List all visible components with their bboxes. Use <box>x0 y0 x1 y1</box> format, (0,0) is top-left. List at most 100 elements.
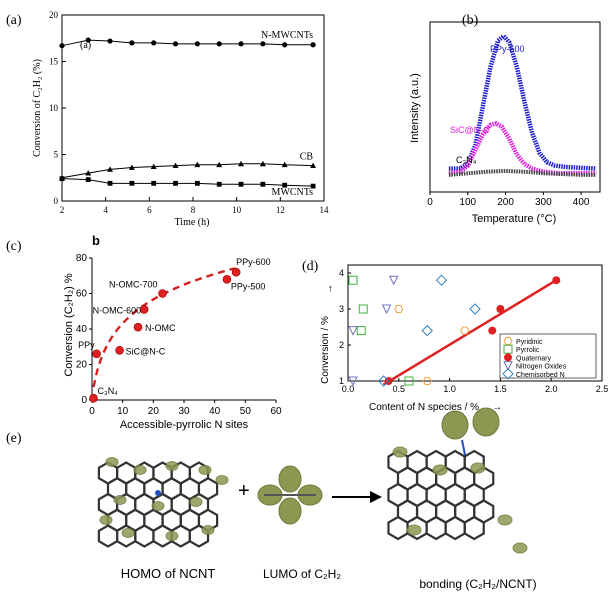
chart-c-xtick-label: 20 <box>148 406 160 417</box>
bonding-orbital-lobe <box>441 410 469 440</box>
bonding-orbital-lobe <box>470 462 486 474</box>
homo-orbital-lobe <box>121 528 135 538</box>
hex-lattice-cell <box>387 515 409 541</box>
bonding-orbital-lobe <box>392 446 408 458</box>
chart-c-ytick-label: 20 <box>76 360 88 371</box>
chart-a-xtick-label: 12 <box>276 205 285 215</box>
chart-a-point <box>107 38 113 44</box>
bonding-orbital-lobe <box>512 542 528 554</box>
chart-a-ylabel: Conversion of C₂H₂ (%) <box>32 59 43 157</box>
chart-c-xtick-label: 40 <box>209 406 221 417</box>
chart-b-xtick-label: 100 <box>459 197 476 208</box>
panel-e-tag: (e) <box>6 431 22 446</box>
chart-d-point <box>496 305 505 313</box>
chart-a-point <box>259 160 266 167</box>
chart-a-point <box>85 37 91 43</box>
chart-d-xlabel: Content of N species / % <box>369 402 479 413</box>
chart-c-point-label: PPy-500 <box>231 281 266 291</box>
chart-d-frame <box>347 264 603 382</box>
chart-d-ylabel-arrow: → <box>324 284 335 294</box>
chart-c-point-label: SiC@N-C <box>126 346 166 356</box>
chart-c-xtick-label: 0 <box>89 406 95 417</box>
bonding-orbital-lobe <box>432 464 448 476</box>
homo-orbital-lobe <box>105 457 119 467</box>
chart-a-point <box>151 180 157 186</box>
chart-c-point-label: N-OMC <box>145 323 176 333</box>
chart-a-series-label: CB <box>300 152 314 163</box>
chart-d-legend-marker <box>503 337 513 345</box>
chart-d-point <box>381 304 392 315</box>
chart-b-series-label: SiC@N-C <box>450 125 490 135</box>
chart-a-ytick-label: 15 <box>49 57 59 67</box>
chart-a-point <box>150 163 157 169</box>
chart-a-series-label: N-MWCNTs <box>261 30 313 41</box>
chart-a-point <box>59 43 65 49</box>
chart-c-ytick-label: 40 <box>76 324 88 335</box>
chart-a-point <box>107 166 114 172</box>
chart-d-point <box>421 324 433 337</box>
chart-b-series-label: C₃N₄ <box>456 155 477 165</box>
chart-d-xtick-label: 2.0 <box>545 384 558 394</box>
chart-d-legend-marker <box>504 353 512 362</box>
chart-d-legend-label: Quaternary <box>516 355 552 362</box>
chart-d-xtick-label: 1.5 <box>494 384 507 394</box>
chart-b-xtick-label: 0 <box>427 197 433 208</box>
chart-d-legend-box <box>499 333 597 379</box>
adsorbed-bond <box>461 439 466 456</box>
hex-lattice-cell <box>134 524 155 548</box>
chart-c-point <box>89 393 98 403</box>
chart-a-xtick-label: 4 <box>103 205 108 215</box>
chart-b-xlabel: Temperature (°C) <box>472 213 556 225</box>
chart-d-point <box>348 376 358 387</box>
chart-c-point-label: C₃N₄ <box>98 386 119 396</box>
chart-d-ytick-label: 1 <box>339 376 344 386</box>
chart-a-ytick-label: 20 <box>49 10 59 20</box>
panel-c-tag: (c) <box>6 239 22 254</box>
chart-a-ytick-label: 0 <box>54 196 59 206</box>
chart-d-point <box>435 274 448 286</box>
chart-d-point <box>488 326 497 335</box>
chart-a-point <box>172 41 179 47</box>
homo-orbital-lobe <box>151 501 165 511</box>
chart-a-point <box>194 180 200 186</box>
chart-a-point <box>129 40 135 46</box>
chart-d-xtick-label: 0.5 <box>393 384 406 394</box>
chart-b-series-label: PPy-500 <box>490 44 525 54</box>
chart-d-point <box>404 376 414 386</box>
chart-a-point <box>238 160 245 167</box>
chart-c-point-label: N-OMC-700 <box>109 280 158 290</box>
chart-d-ytick-label: 4 <box>339 268 344 278</box>
chart-c-point <box>133 322 143 332</box>
panel-b-tag: (b) <box>462 13 479 28</box>
bonding-orbital-lobe <box>472 407 500 437</box>
chart-c-point-label: PPy <box>78 340 95 350</box>
bonding-orbital-lobe <box>497 514 513 526</box>
chart-a-xtick-label: 8 <box>191 205 196 215</box>
chart-c-point <box>222 274 232 284</box>
chart-d-xtick-label: 1.0 <box>443 384 456 394</box>
chart-d-legend-label: Pyridinic <box>516 339 543 346</box>
chart-a-series-line <box>61 178 314 187</box>
chart-c-point <box>231 267 241 277</box>
chart-a-point <box>128 164 135 170</box>
homo-orbital-lobe <box>165 461 179 471</box>
hex-lattice-cell <box>425 515 447 541</box>
chart-a-point <box>216 161 223 168</box>
homo-orbital-lobe <box>198 465 212 475</box>
chart-a-point <box>216 181 222 187</box>
chart-a-point <box>194 161 201 168</box>
chart-a-ytick-label: 5 <box>54 150 59 160</box>
homo-orbital-lobe <box>165 531 179 541</box>
chart-a-point <box>151 40 157 46</box>
chart-b-xtick-label: 400 <box>573 197 590 208</box>
chart-b-series-line <box>448 121 597 176</box>
lumo-orbital-lobe <box>278 497 302 525</box>
bonding-orbital-lobe <box>406 524 422 536</box>
homo-orbital-lobe <box>113 495 127 505</box>
chart-a-point <box>282 182 288 188</box>
chart-a-series-label: MWCNTs <box>272 187 314 198</box>
chart-b-series-line <box>448 33 597 171</box>
panel-d-tag: (d) <box>302 259 319 274</box>
homo-orbital-lobe <box>215 475 229 485</box>
chart-a-point <box>310 42 316 48</box>
